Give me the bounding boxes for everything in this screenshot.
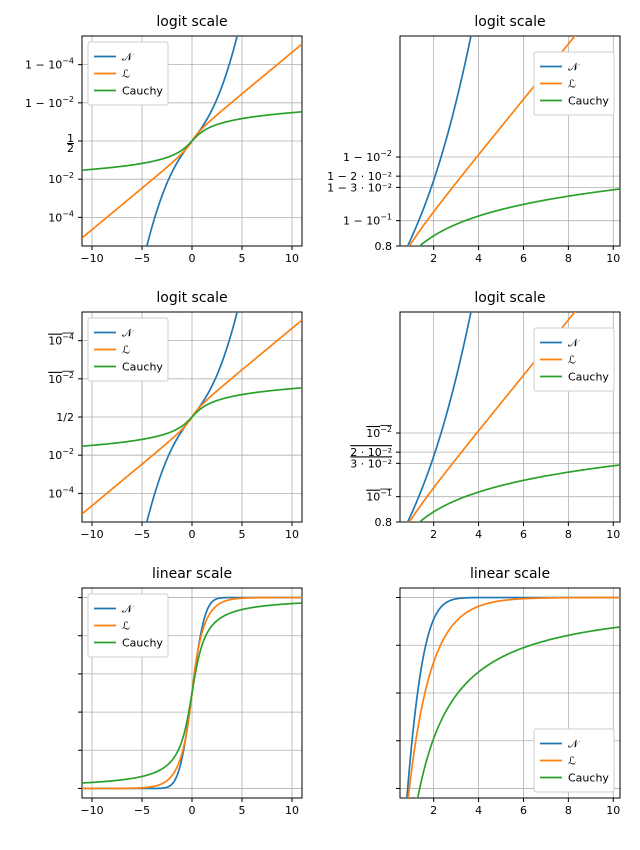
x-tick-label: 10 [285, 252, 299, 265]
legend: 𝒩ℒ Cauchy [534, 328, 614, 391]
x-tick-label: 2 [430, 804, 437, 817]
legend-label: ℒ [568, 755, 576, 768]
chart-panel: linear scale246810𝒩ℒCauchy [400, 588, 620, 798]
y-tick-label: 10−2 [48, 371, 74, 386]
legend-label: Cauchy [568, 772, 609, 785]
panel-title: logit scale [82, 290, 302, 306]
y-tick-label: 0.8 [375, 240, 393, 253]
legend-label: ℒ [122, 620, 130, 633]
legend: 𝒩ℒ Cauchy [534, 729, 614, 792]
x-tick-label: −5 [134, 528, 150, 541]
legend-label: Cauchy [122, 85, 163, 98]
x-tick-label: 6 [520, 252, 527, 265]
y-tick-label: 1/2 [56, 411, 74, 424]
plot-area: 246810𝒩ℒCauchy [400, 588, 620, 798]
panel-title: logit scale [400, 290, 620, 306]
legend-label: ℒ [122, 68, 130, 81]
chart-panel: logit scale−10−5051010−410−2121 − 10−21 … [82, 36, 302, 246]
x-tick-label: −10 [80, 528, 103, 541]
x-tick-label: 6 [520, 528, 527, 541]
y-tick-label: 10−2 [48, 447, 74, 462]
y-tick-label: 1 − 10−2 [343, 149, 392, 164]
x-tick-label: −10 [80, 252, 103, 265]
y-tick-label: 12 [67, 132, 74, 155]
legend-label: Cauchy [568, 371, 609, 384]
legend: 𝒩ℒ Cauchy [88, 594, 168, 657]
legend-label: Cauchy [568, 95, 609, 108]
series-laplace [400, 0, 620, 261]
x-tick-label: 0 [189, 252, 196, 265]
legend-label: 𝒩 [568, 337, 580, 350]
y-tick-label: 10−2 [48, 171, 74, 186]
x-tick-label: 5 [239, 804, 246, 817]
y-tick-label: 10−2 [366, 425, 392, 440]
legend-label: ℒ [568, 78, 576, 91]
y-tick-label: 10−4 [48, 209, 74, 224]
legend-label: Cauchy [122, 637, 163, 650]
legend-label: Cauchy [122, 361, 163, 374]
y-tick-label: 1 − 10−1 [343, 213, 392, 228]
x-tick-label: 8 [565, 252, 572, 265]
y-tick-label: 1 − 10−4 [25, 57, 74, 72]
x-tick-label: 10 [606, 804, 620, 817]
y-tick-label: 10−4 [48, 485, 74, 500]
x-tick-label: 4 [475, 528, 482, 541]
legend: 𝒩ℒ Cauchy [534, 52, 614, 115]
panel-title: linear scale [400, 566, 620, 582]
legend-label: ℒ [568, 354, 576, 367]
panel-title: logit scale [400, 14, 620, 30]
y-tick-label: 0.8 [375, 516, 393, 529]
plot-area: 2468100.810−13 · 10⁻²2 · 10⁻²10−2𝒩ℒCauch… [400, 312, 620, 522]
legend-label: 𝒩 [122, 51, 134, 64]
x-tick-label: 0 [189, 804, 196, 817]
x-tick-label: 8 [565, 528, 572, 541]
legend: 𝒩ℒ Cauchy [88, 42, 168, 105]
legend: 𝒩ℒ Cauchy [88, 318, 168, 381]
chart-panel: logit scale2468100.810−13 · 10⁻²2 · 10⁻²… [400, 312, 620, 522]
x-tick-label: 8 [565, 804, 572, 817]
chart-panel: logit scale2468100.81 − 10−11 − 3 · 10⁻²… [400, 36, 620, 246]
panel-title: logit scale [82, 14, 302, 30]
x-tick-label: 10 [606, 528, 620, 541]
x-tick-label: 5 [239, 252, 246, 265]
y-tick-label: 2 · 10⁻² [350, 446, 392, 459]
legend-label: 𝒩 [122, 327, 134, 340]
x-tick-label: −10 [80, 804, 103, 817]
x-tick-label: 0 [189, 528, 196, 541]
x-tick-label: 10 [285, 528, 299, 541]
figure: logit scale−10−5051010−410−2121 − 10−21 … [0, 0, 640, 850]
legend-label: ℒ [122, 344, 130, 357]
y-tick-label: 1 − 10−2 [25, 95, 74, 110]
x-tick-label: 10 [606, 252, 620, 265]
x-tick-label: 5 [239, 528, 246, 541]
series-normal [400, 0, 620, 262]
y-tick-label: 1 − 3 · 10⁻² [327, 181, 392, 194]
plot-area: −10−5051010−410−2121 − 10−21 − 10−4𝒩ℒCau… [82, 36, 302, 246]
x-tick-label: 4 [475, 252, 482, 265]
legend-label: 𝒩 [568, 61, 580, 74]
plot-area: −10−50510𝒩ℒCauchy [82, 588, 302, 798]
x-tick-label: 10 [285, 804, 299, 817]
legend-label: 𝒩 [122, 603, 134, 616]
x-tick-label: 2 [430, 252, 437, 265]
chart-panel: logit scale−10−5051010−410−21/210−210−4𝒩… [82, 312, 302, 522]
y-tick-label: 3 · 10⁻² [350, 457, 392, 470]
x-tick-label: 6 [520, 804, 527, 817]
x-tick-label: −5 [134, 252, 150, 265]
legend-label: 𝒩 [568, 738, 580, 751]
plot-area: −10−5051010−410−21/210−210−4𝒩ℒCauchy [82, 312, 302, 522]
x-tick-label: 4 [475, 804, 482, 817]
plot-area: 2468100.81 − 10−11 − 3 · 10⁻²1 − 2 · 10⁻… [400, 36, 620, 246]
x-tick-label: −5 [134, 804, 150, 817]
y-tick-label: 10−4 [48, 333, 74, 348]
x-tick-label: 2 [430, 528, 437, 541]
chart-panel: linear scale−10−50510𝒩ℒCauchy [82, 588, 302, 798]
y-tick-label: 1 − 2 · 10⁻² [327, 170, 392, 183]
panel-title: linear scale [82, 566, 302, 582]
y-tick-label: 10−1 [366, 489, 392, 504]
